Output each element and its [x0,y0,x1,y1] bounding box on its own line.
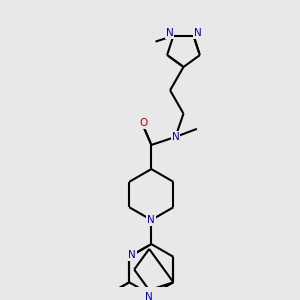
Text: O: O [139,118,147,128]
Text: N: N [194,28,201,38]
Text: N: N [166,28,173,38]
Text: N: N [172,132,179,142]
Text: N: N [148,215,155,225]
Text: N: N [128,250,136,260]
Text: N: N [145,292,152,300]
